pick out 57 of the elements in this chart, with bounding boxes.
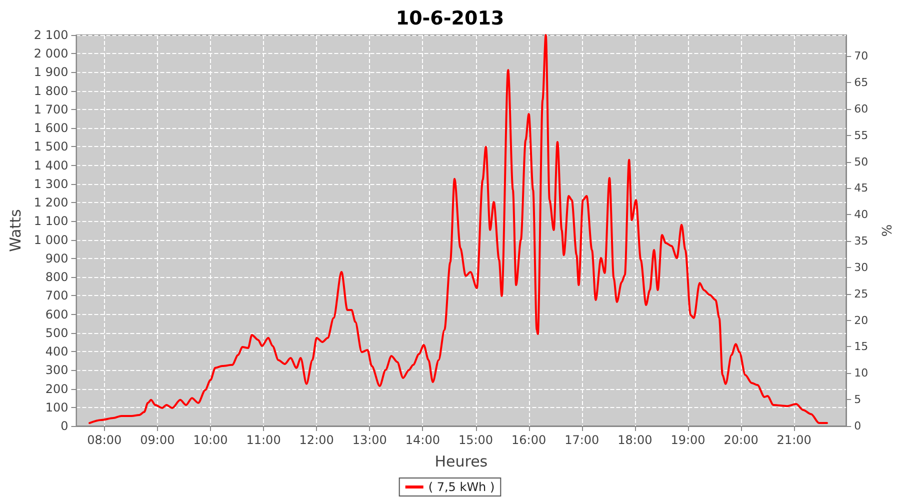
x-axis-title: Heures xyxy=(434,452,488,470)
y-tick-label: 1 600 xyxy=(34,121,68,136)
y2-tick-label: 70 xyxy=(854,50,868,63)
x-tick-label: 09:00 xyxy=(140,433,175,447)
y-tick-label: 1 200 xyxy=(34,196,68,210)
y-tick-label: 100 xyxy=(45,400,68,414)
y2-tick-label: 15 xyxy=(854,340,868,354)
y2-tick-label: 60 xyxy=(854,102,868,116)
y-tick-label: 1 500 xyxy=(34,140,68,154)
y-tick-label: 600 xyxy=(45,307,68,322)
x-tick-label: 15:00 xyxy=(458,433,494,447)
x-tick-label: 21:00 xyxy=(776,433,812,447)
y2-tick-label: 50 xyxy=(854,155,868,168)
x-tick-label: 17:00 xyxy=(564,433,600,447)
y2-tick-label: 65 xyxy=(854,76,868,90)
y-tick-label: 1 100 xyxy=(34,214,68,228)
y2-tick-label: 5 xyxy=(854,393,862,406)
y2-axis-title: % xyxy=(878,224,893,237)
legend-label: ( 7,5 kWh ) xyxy=(428,480,495,494)
chart-title: 10-6-2013 xyxy=(396,8,504,30)
y2-tick-label: 25 xyxy=(854,287,868,300)
y-tick-label: 1 700 xyxy=(34,102,68,116)
x-tick-label: 08:00 xyxy=(87,433,122,447)
y-tick-label: 1 000 xyxy=(34,232,68,247)
y2-tick-label: 35 xyxy=(854,234,868,248)
y2-tick-label: 30 xyxy=(854,260,868,274)
y-axis-title: Watts xyxy=(6,209,24,252)
y2-tick-label: 45 xyxy=(854,182,868,195)
x-tick-label: 16:00 xyxy=(512,433,546,447)
x-tick-label: 18:00 xyxy=(618,433,652,447)
y-tick-label: 200 xyxy=(45,382,68,396)
y-tick-label: 1 300 xyxy=(34,176,68,191)
y2-tick-label: 0 xyxy=(854,420,862,432)
y2-tick-label: 55 xyxy=(854,128,868,142)
y2-tick-label: 40 xyxy=(854,208,868,222)
y-tick-label: 0 xyxy=(60,419,68,433)
x-tick-label: 12:00 xyxy=(299,433,334,447)
y-tick-label: 800 xyxy=(45,270,68,284)
y-tick-label: 700 xyxy=(45,288,68,303)
x-tick-label: 14:00 xyxy=(405,433,440,447)
y2-tick-label: 10 xyxy=(854,366,868,380)
x-tick-label: 11:00 xyxy=(246,433,281,447)
y-tick-label: 500 xyxy=(45,326,68,340)
x-tick-label: 10:00 xyxy=(193,433,228,447)
y-tick-label: 1 400 xyxy=(34,158,68,172)
x-tick-label: 13:00 xyxy=(352,433,387,447)
y-tick-label: 1 800 xyxy=(34,84,68,98)
y-tick-label: 400 xyxy=(45,344,68,359)
x-tick-label: 20:00 xyxy=(724,433,758,447)
y-tick-label: 2 000 xyxy=(34,46,68,61)
line-series xyxy=(88,34,828,424)
y-tick-label: 300 xyxy=(45,363,68,378)
y2-tick-label: 20 xyxy=(854,314,868,327)
y-tick-label: 2 100 xyxy=(34,28,68,42)
y-tick-label: 1 900 xyxy=(34,65,68,80)
y-tick-label: 900 xyxy=(45,251,68,266)
x-tick-label: 19:00 xyxy=(670,433,706,447)
